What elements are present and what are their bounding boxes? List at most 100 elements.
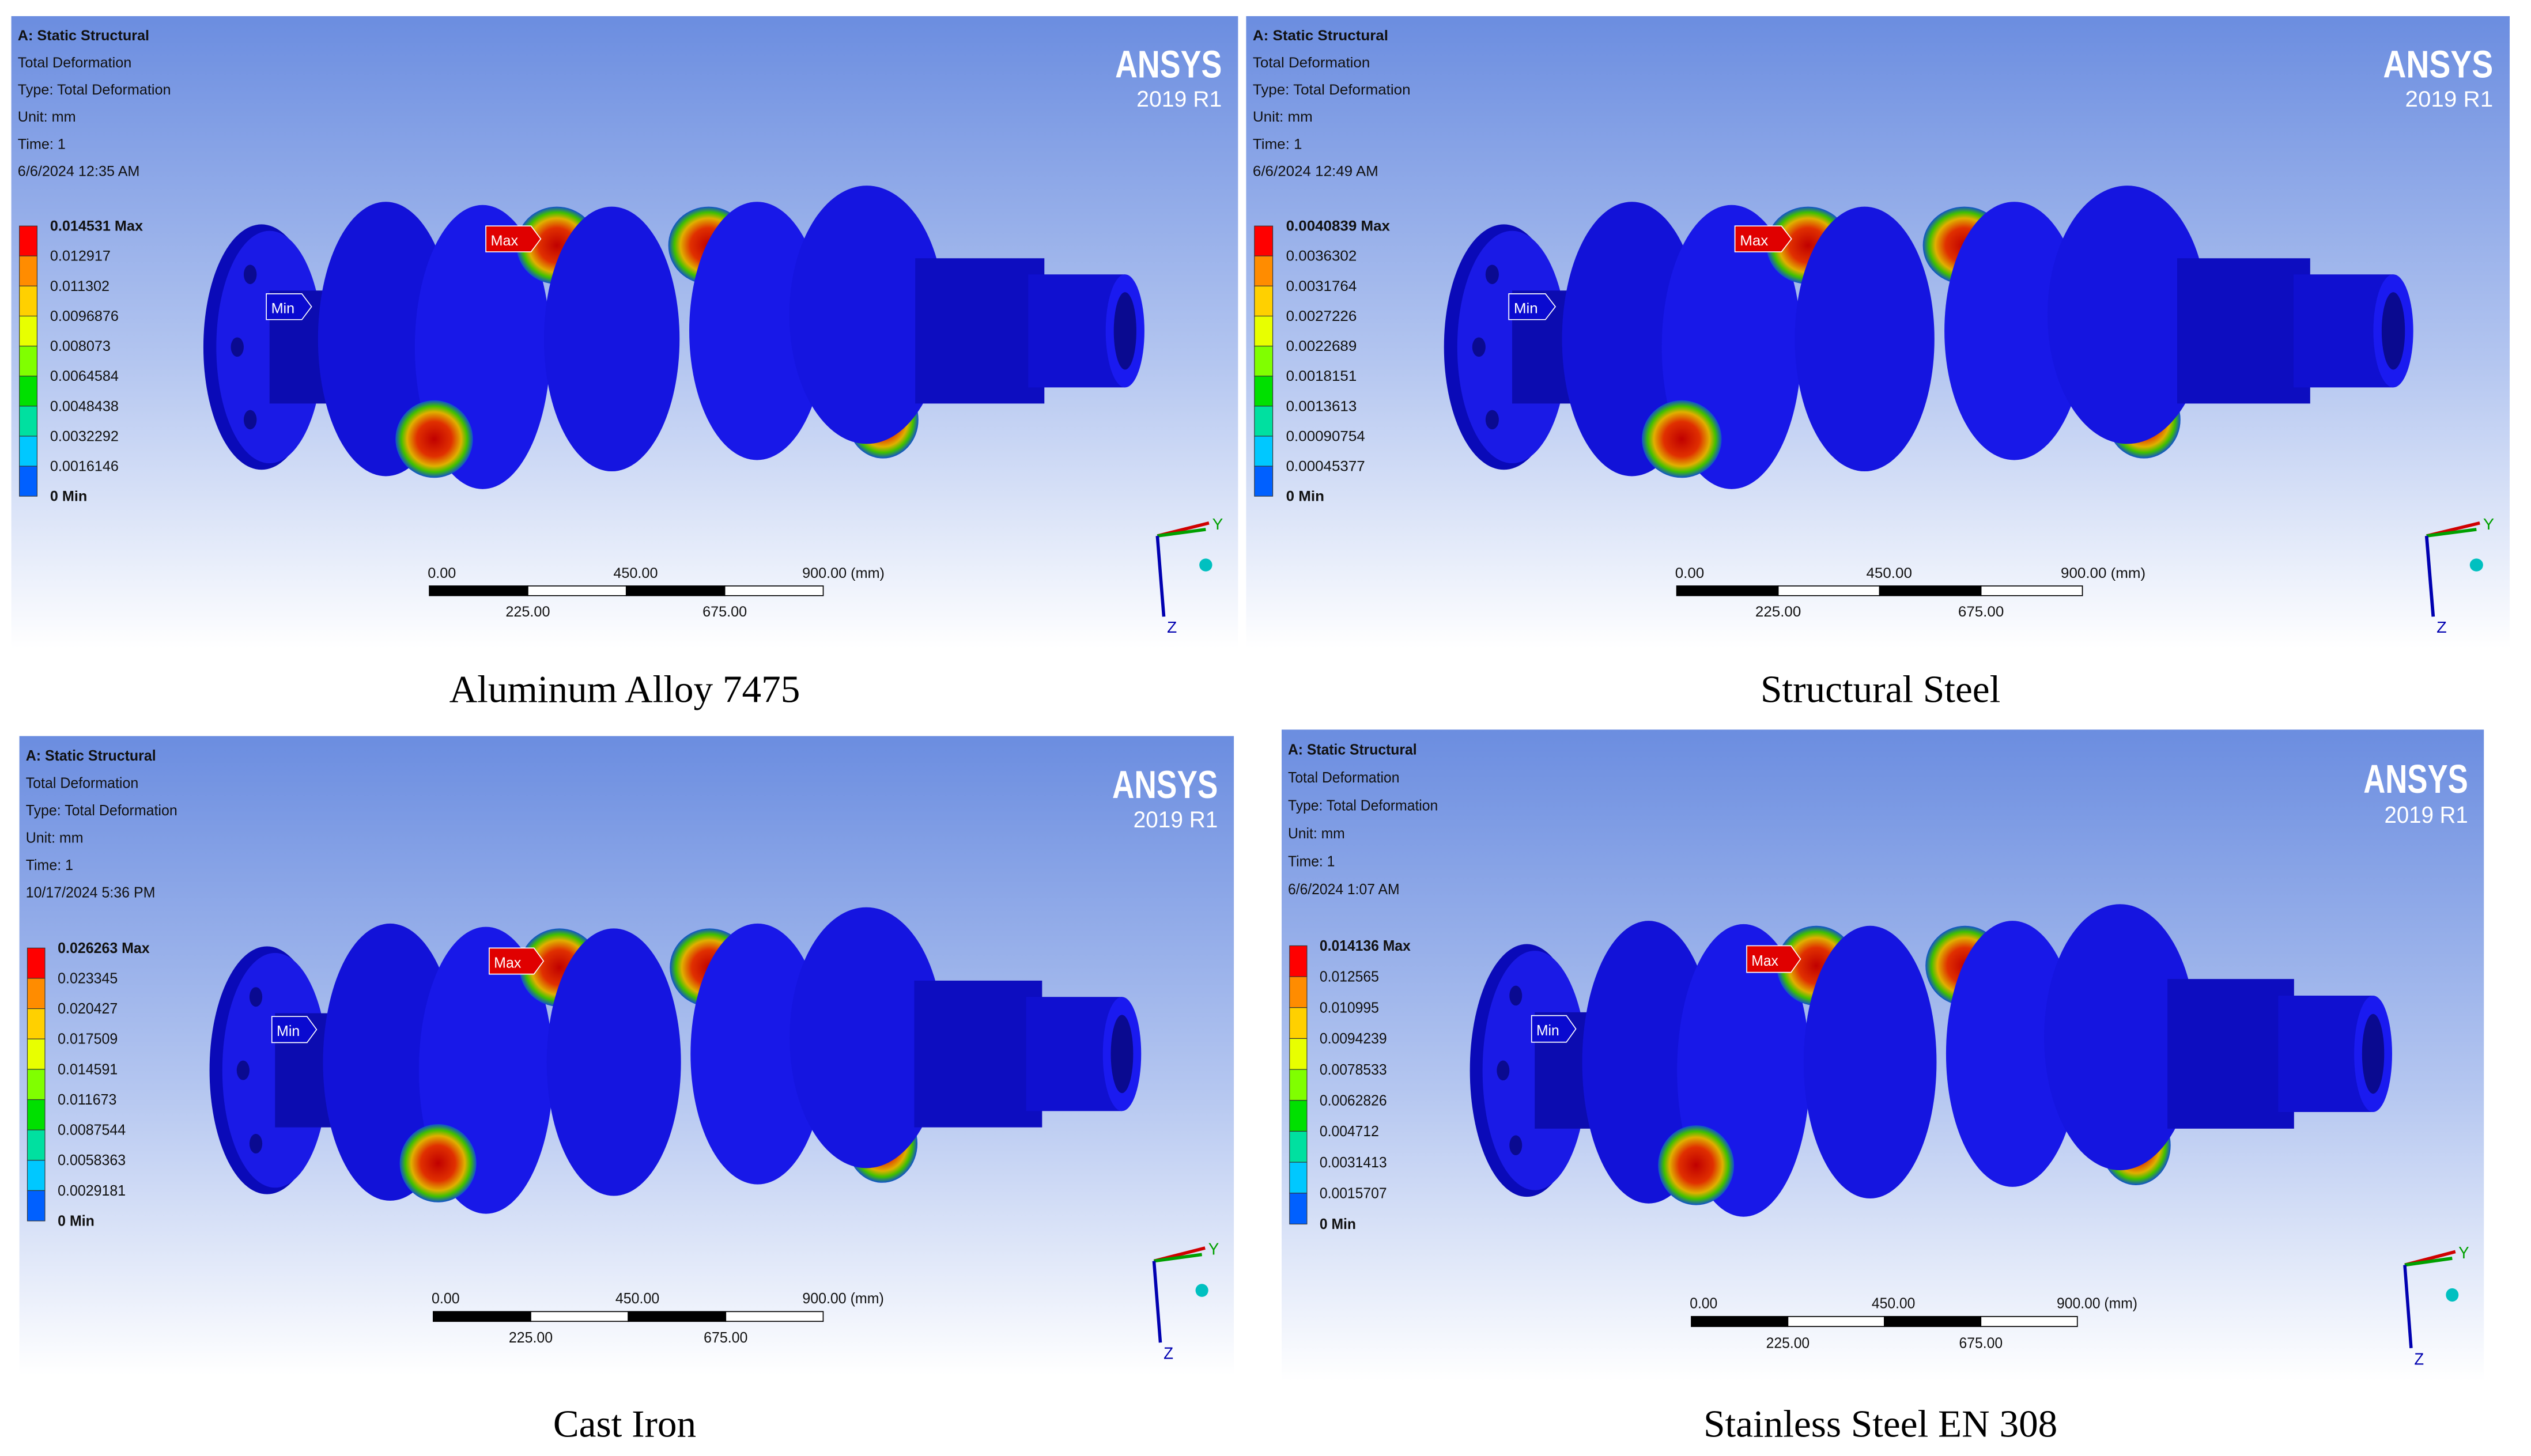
triad-dot [1199,558,1212,572]
scale-label: 900.00 (mm) [2057,1295,2137,1312]
axis-y [1154,1253,1203,1263]
legend-swatch [27,1069,46,1100]
legend-swatch [1254,376,1274,407]
axis-label: Z [2414,1350,2424,1368]
brand: ANSYS [2363,757,2468,802]
axis-z [1152,1261,1162,1343]
panel: A: Static Structural Total Deformation Typ… [19,736,1234,1375]
scale-bar [724,585,824,596]
legend-label: 0.00090754 [1286,429,1365,445]
header-line: Type: Total Deformation [1253,82,1411,98]
max-label: Max [1740,233,1768,249]
scale-label: 900.00 (mm) [802,565,885,581]
legend-swatch [19,466,37,497]
scale-bar [625,585,726,596]
axis-label: Y [2458,1243,2469,1262]
min-marker [271,1016,318,1043]
max-marker [1746,945,1801,973]
scale-bar [527,585,627,596]
legend-label: 0.026263 Max [58,940,150,956]
scale-label: 675.00 [1959,1335,2003,1352]
axis-label: Z [1167,618,1177,636]
legend-label: 0.0048438 [50,398,119,414]
legend-label: 0.0032292 [50,428,119,444]
legend-label: 0.008073 [50,338,111,354]
header-line: Type: Total Deformation [18,82,171,98]
legend-swatch [1289,1193,1308,1225]
axis-z [1155,535,1166,617]
scale-bar [628,1311,727,1322]
scale-label: 0.00 [432,1291,460,1307]
legend-label: 0.014591 [58,1061,118,1077]
legend-swatch [27,1038,46,1070]
min-label: Min [1514,301,1538,317]
legend-label: 0.0015707 [1320,1185,1387,1202]
caption: Structural Steel [1761,668,2000,711]
min-label: Min [1536,1023,1559,1039]
legend-label: 0.023345 [58,970,118,986]
legend-swatch [1289,976,1308,1008]
scale-label: 900.00 (mm) [2061,565,2145,581]
legend-label: 0.0096876 [50,308,119,324]
legend-swatch [27,947,46,979]
max-label: Max [494,955,522,971]
scale-bar [1884,1316,1982,1328]
scale-bar [1879,585,1982,596]
legend-label: 0.0058363 [58,1152,126,1168]
max-label: Max [491,233,519,249]
legend-label: 0.0040839 Max [1286,218,1391,235]
legend-swatch [19,376,37,407]
panel: A: Static Structural Total Deformation Typ… [1282,729,2484,1382]
axis-label: Z [2436,619,2447,637]
scale-bar [432,1311,531,1322]
version: 2019 R1 [1134,807,1218,833]
header-line: Total Deformation [18,55,131,71]
triad-dot [1195,1284,1208,1297]
header-line: Type: Total Deformation [1288,797,1438,814]
scale-bar [530,1311,629,1322]
header-line: Unit: mm [18,109,76,125]
header-line: Time: 1 [1288,853,1335,870]
legend-label: 0.0078533 [1320,1061,1387,1078]
legend-label: 0 Min [50,489,87,505]
header-line: A: Static Structural [1288,742,1417,758]
caption: Aluminum Alloy 7475 [449,668,800,711]
legend-label: 0.0029181 [58,1183,126,1199]
legend-swatch [1289,1130,1308,1163]
legend-swatch [19,255,37,286]
scale-bar [1980,585,2083,596]
scale-label: 450.00 [1867,565,1912,581]
header-line: A: Static Structural [18,28,149,44]
axis-label: Y [2483,515,2494,534]
scale-bar [1676,585,1779,596]
legend-swatch [1254,255,1274,286]
legend-label: 0.0094239 [1320,1031,1387,1047]
scale-label: 0.00 [1690,1295,1717,1312]
legend-swatch [27,1099,46,1130]
legend-label: 0.0062826 [1320,1092,1387,1109]
legend-swatch [19,225,37,256]
brand: ANSYS [1112,763,1218,807]
legend-swatch [19,315,37,347]
axis-label: Y [1212,515,1223,533]
max-marker [489,947,545,975]
legend-label: 0.00045377 [1286,459,1365,475]
legend-label: 0.020427 [58,1001,118,1017]
header-line: 10/17/2024 5:36 PM [26,884,156,901]
caption: Cast Iron [553,1402,696,1445]
legend-swatch [1289,1100,1308,1132]
legend-label: 0.012565 [1320,969,1379,985]
axis-label: Y [1208,1240,1219,1258]
min-label: Min [277,1023,300,1039]
min-marker [1531,1015,1577,1043]
header-line: Total Deformation [1288,770,1399,786]
scale-bar [1980,1316,2078,1328]
legend-label: 0.0064584 [50,368,119,384]
version: 2019 R1 [2405,86,2494,111]
scale-label: 450.00 [615,1291,659,1307]
scale-bar [1787,1316,1885,1328]
scale-label: 0.00 [428,565,456,581]
legend-label: 0.0022689 [1286,338,1357,354]
